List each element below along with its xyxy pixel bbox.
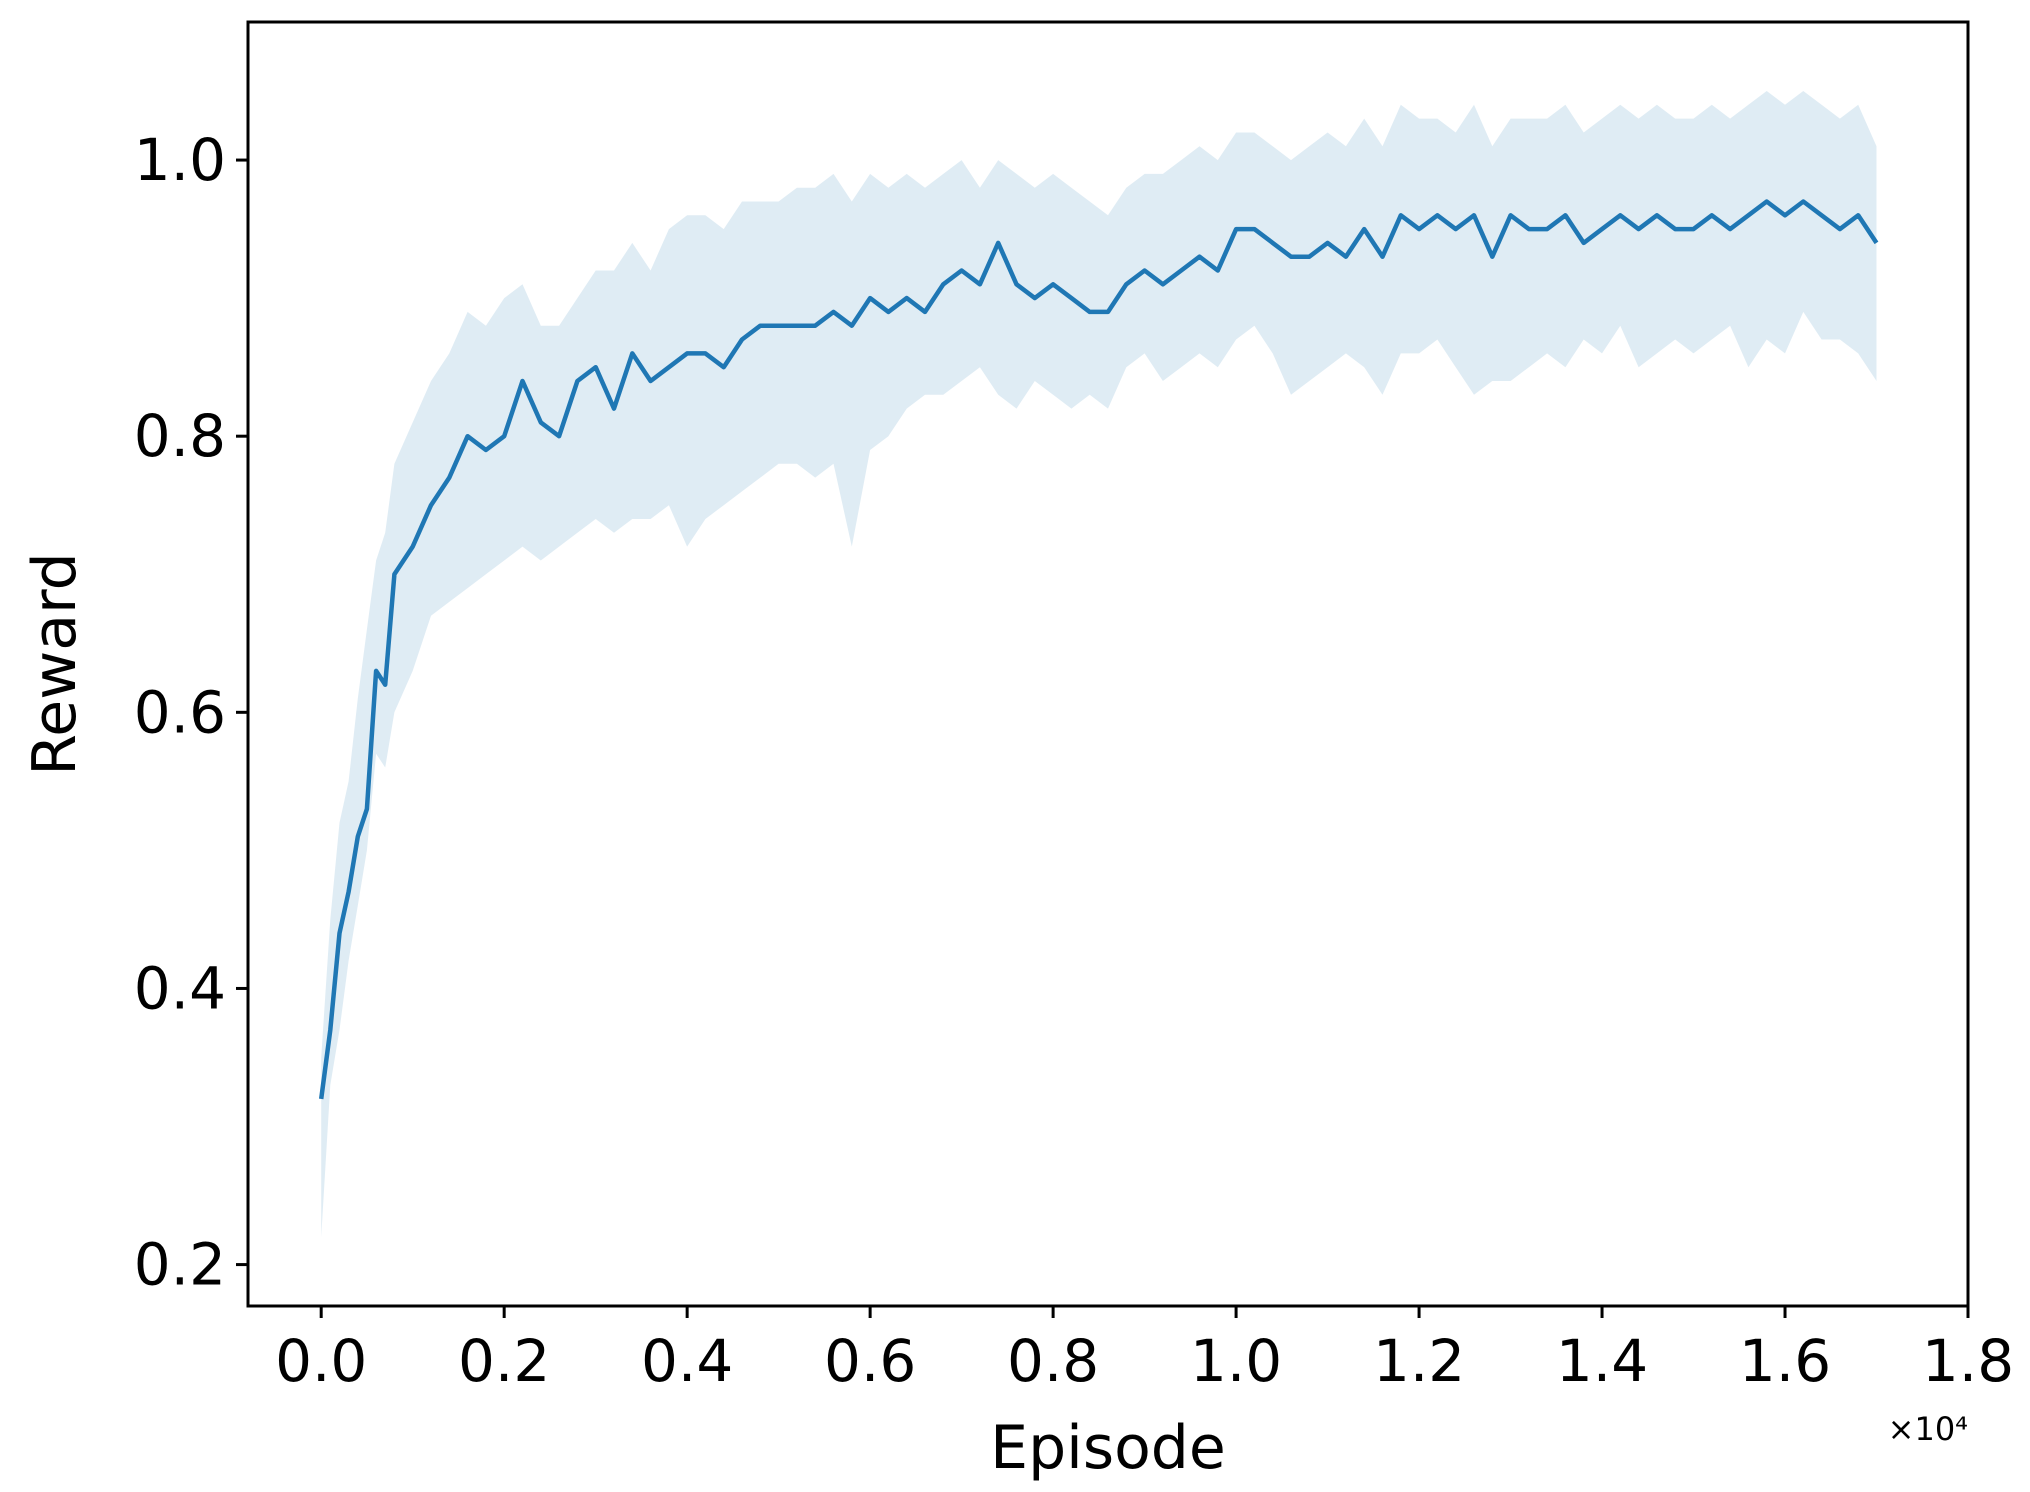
y-axis: 0.2 0.4 0.6 0.8 1.0 bbox=[134, 126, 248, 1299]
y-tick-label: 0.6 bbox=[134, 678, 226, 746]
y-tick-label: 0.4 bbox=[134, 954, 226, 1022]
reward-line bbox=[318, 199, 1879, 1100]
confidence-band bbox=[321, 91, 1877, 1237]
x-tick-label: 0.8 bbox=[1007, 1327, 1099, 1395]
x-tick-label: 1.8 bbox=[1922, 1327, 2014, 1395]
x-tick-label: 0.2 bbox=[458, 1327, 550, 1395]
y-axis-title: Reward bbox=[20, 552, 90, 775]
x-tick-label: 0.0 bbox=[275, 1327, 367, 1395]
x-tick-label: 1.6 bbox=[1739, 1327, 1831, 1395]
plot-area bbox=[318, 91, 1879, 1237]
x-axis-title: Episode bbox=[990, 1413, 1226, 1483]
y-tick-label: 0.8 bbox=[134, 402, 226, 470]
x-axis: 0.0 0.2 0.4 0.6 0.8 1.0 1.2 1.4 1.6 1.8 bbox=[275, 1306, 2014, 1395]
x-tick-label: 1.0 bbox=[1190, 1327, 1282, 1395]
x-tick-label: 0.6 bbox=[824, 1327, 916, 1395]
y-tick-label: 1.0 bbox=[134, 126, 226, 194]
y-tick-label: 0.2 bbox=[134, 1231, 226, 1299]
x-tick-label: 0.4 bbox=[641, 1327, 733, 1395]
x-tick-label: 1.4 bbox=[1556, 1327, 1648, 1395]
plot-frame bbox=[246, 20, 1970, 1308]
x-tick-label: 1.2 bbox=[1373, 1327, 1465, 1395]
x-offset-label: ×10⁴ bbox=[1888, 1410, 1968, 1448]
